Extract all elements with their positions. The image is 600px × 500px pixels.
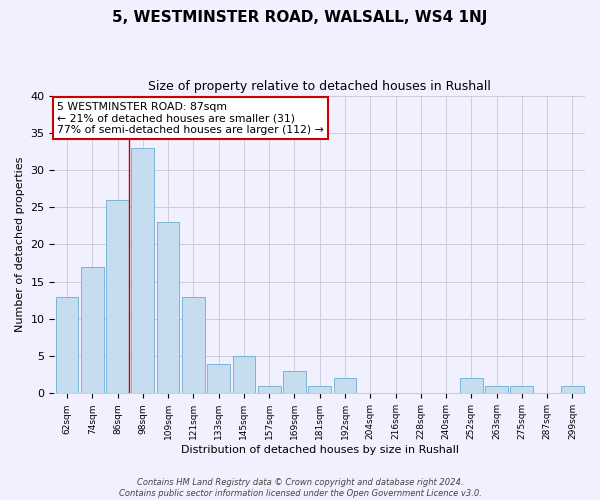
Bar (283, 371, 306, 394)
Bar (485, 386, 508, 394)
Bar (511, 386, 533, 394)
Bar (106, 200, 129, 394)
Bar (233, 356, 255, 394)
Text: 5 WESTMINSTER ROAD: 87sqm
← 21% of detached houses are smaller (31)
77% of semi-: 5 WESTMINSTER ROAD: 87sqm ← 21% of detac… (57, 102, 324, 134)
Bar (81, 267, 104, 394)
Bar (182, 296, 205, 394)
Bar (561, 386, 584, 394)
Text: 5, WESTMINSTER ROAD, WALSALL, WS4 1NJ: 5, WESTMINSTER ROAD, WALSALL, WS4 1NJ (112, 10, 488, 25)
Y-axis label: Number of detached properties: Number of detached properties (15, 157, 25, 332)
Bar (460, 378, 482, 394)
Bar (207, 364, 230, 394)
Text: Contains HM Land Registry data © Crown copyright and database right 2024.
Contai: Contains HM Land Registry data © Crown c… (119, 478, 481, 498)
Bar (157, 222, 179, 394)
Bar (308, 386, 331, 394)
Bar (334, 378, 356, 394)
Title: Size of property relative to detached houses in Rushall: Size of property relative to detached ho… (148, 80, 491, 93)
X-axis label: Distribution of detached houses by size in Rushall: Distribution of detached houses by size … (181, 445, 459, 455)
Bar (131, 148, 154, 394)
Bar (258, 386, 281, 394)
Bar (56, 296, 79, 394)
